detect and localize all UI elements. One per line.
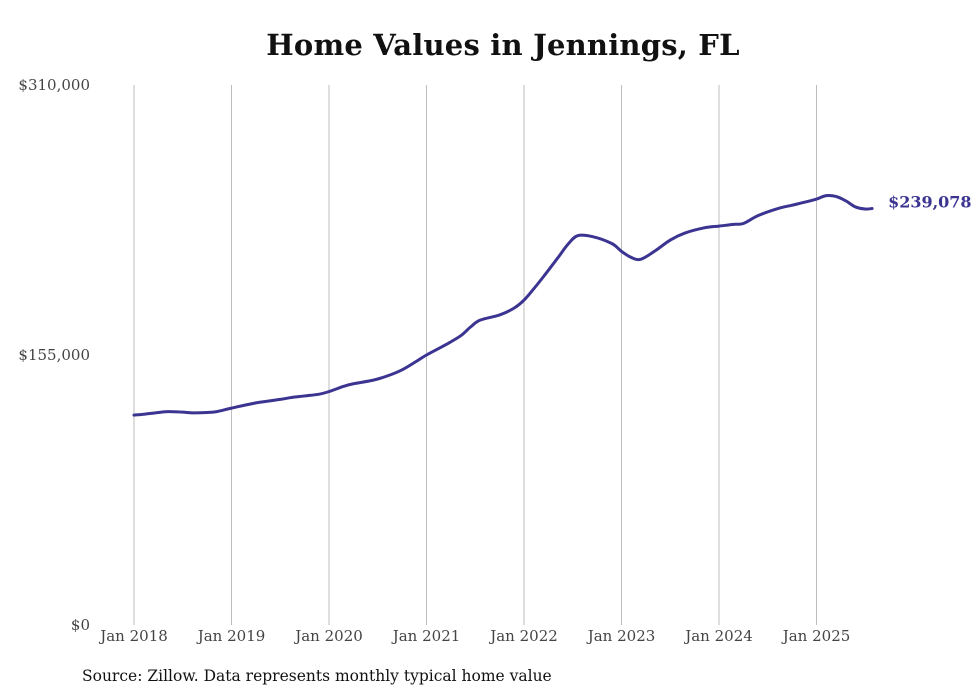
x-tick-label: Jan 2024	[683, 627, 753, 645]
x-tick-label: Jan 2018	[98, 627, 168, 645]
series-line-home-value	[132, 193, 874, 417]
x-tick-label: Jan 2025	[781, 627, 851, 645]
y-tick-label: $155,000	[18, 346, 90, 364]
gridlines	[133, 85, 817, 625]
y-axis: $0 $155,000 $310,000	[18, 76, 90, 634]
y-tick-label: $310,000	[18, 76, 90, 94]
chart-title: Home Values in Jennings, FL	[266, 28, 740, 62]
x-tick-label: Jan 2020	[293, 627, 363, 645]
y-tick-label: $0	[71, 616, 90, 634]
x-tick-label: Jan 2021	[391, 627, 461, 645]
end-value-label: $239,078	[888, 193, 972, 212]
annotations: $239,078	[888, 193, 972, 212]
x-tick-label: Jan 2023	[586, 627, 656, 645]
x-axis: Jan 2018 Jan 2019 Jan 2020 Jan 2021 Jan 2022…	[98, 627, 850, 645]
x-tick-label: Jan 2019	[196, 627, 266, 645]
series	[132, 193, 874, 417]
source-note: Source: Zillow. Data represents monthly …	[82, 667, 552, 685]
x-tick-label: Jan 2022	[488, 627, 558, 645]
